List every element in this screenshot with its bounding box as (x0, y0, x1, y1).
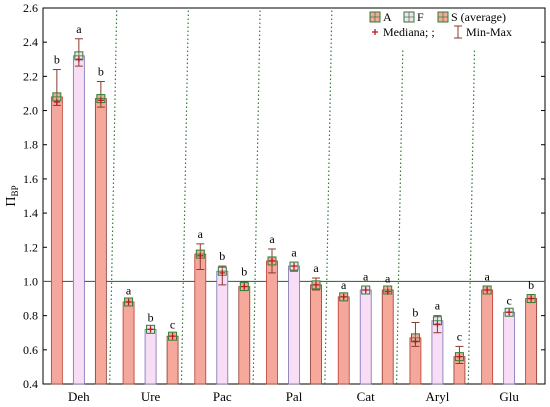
category-divider (467, 7, 476, 385)
y-axis-label-main: Π (4, 196, 19, 206)
x-tick-label: Ure (141, 389, 161, 404)
legend: A F S (average) Mediana; ; Min-Max (364, 9, 534, 49)
significance-letter: a (341, 278, 347, 292)
y-tick-label: 1.2 (23, 240, 38, 254)
legend-label: F (417, 10, 424, 24)
significance-letter: b (98, 64, 104, 78)
y-tick-label: 0.4 (23, 377, 38, 391)
y-tick-label: 2.0 (23, 104, 38, 118)
bar-pal-2 (310, 284, 322, 385)
y-tick-label: 1.6 (23, 172, 38, 186)
bar-pac-2 (238, 286, 251, 385)
significance-letter: c (506, 294, 511, 308)
x-tick-label: Glu (499, 389, 519, 404)
bar-ure-0 (122, 301, 135, 385)
bar-glu-0 (481, 289, 494, 385)
y-tick-label: 1.8 (23, 138, 38, 152)
significance-letter: a (313, 261, 319, 275)
legend-median-label: Mediana; ; (383, 25, 435, 39)
x-tick-label: Pal (286, 389, 303, 404)
significance-letter: a (385, 271, 391, 285)
y-axis-label-subscript: BP (10, 185, 20, 196)
y-tick-label: 0.8 (23, 309, 38, 323)
category-divider (252, 7, 261, 385)
bar-cat-0 (337, 296, 350, 385)
y-tick-label: 1.4 (23, 206, 38, 220)
significance-letter: b (241, 264, 247, 278)
bar-pal-1 (288, 265, 300, 385)
bar-glu-2 (525, 298, 538, 385)
category-divider (180, 7, 190, 385)
category-divider (324, 7, 333, 385)
x-tick-label: Deh (68, 389, 90, 404)
significance-letter: a (269, 232, 275, 246)
significance-letter: a (363, 270, 369, 284)
y-tick-label: 2.6 (23, 1, 38, 15)
bar-ure-1 (144, 328, 157, 385)
significance-letter: c (457, 329, 462, 343)
bar-ure-2 (166, 335, 179, 385)
y-axis-label: ΠBP (4, 185, 20, 206)
legend-label: A (383, 10, 392, 24)
bar-glu-1 (503, 311, 516, 385)
x-tick-label: Cat (357, 389, 375, 404)
significance-letter: a (126, 283, 132, 297)
significance-letter: a (484, 270, 490, 284)
significance-letter: c (170, 317, 175, 331)
x-tick-label: Pac (213, 389, 232, 404)
significance-letter: a (198, 227, 204, 241)
legend-label: S (average) (451, 10, 506, 24)
plot-area: 0.4 0.6 0.8 1.0 1.2 1.4 1.6 1.8 2.0 2.2 2.4 2.6 b a b D… (23, 1, 546, 404)
y-tick-label: 2.2 (23, 69, 38, 83)
bar-cat-2 (381, 289, 394, 385)
category-divider (109, 7, 118, 385)
y-tick-label: 2.4 (23, 35, 38, 49)
y-tick-label: 0.6 (23, 343, 38, 357)
significance-letter: b (148, 311, 154, 325)
significance-letter: b (528, 278, 534, 292)
significance-letter: a (435, 299, 441, 313)
significance-letter: b (412, 305, 418, 319)
category-divider (395, 7, 405, 385)
bar-deh-0 (50, 96, 63, 385)
legend-background (364, 9, 534, 49)
y-tick-label: 1.0 (23, 274, 38, 288)
bar-pac-1 (216, 270, 229, 385)
significance-letter: b (54, 53, 60, 67)
significance-letter: a (291, 246, 297, 260)
bar-pal-0 (266, 260, 278, 385)
bar-cat-1 (359, 289, 372, 385)
significance-letter: a (76, 22, 82, 36)
legend-range-label: Min-Max (466, 25, 512, 39)
significance-letter: b (219, 249, 225, 263)
bar-deh-2 (94, 98, 107, 385)
bar-deh-1 (72, 55, 85, 385)
bar-pac-0 (194, 253, 207, 385)
x-tick-label: Aryl (426, 389, 450, 404)
